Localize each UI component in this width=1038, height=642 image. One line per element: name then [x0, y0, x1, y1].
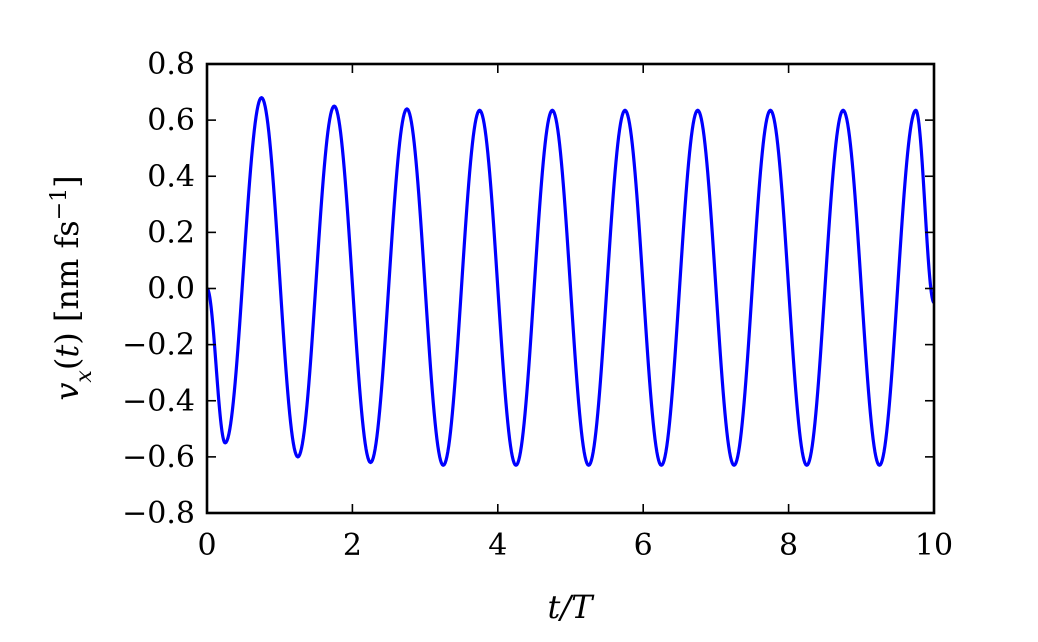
- x-tick-label-5: 10: [915, 528, 953, 563]
- y-tick-label-8: 0.8: [147, 47, 195, 82]
- y-tick-label-2: −0.4: [122, 384, 195, 419]
- series-line-0: [207, 96, 934, 467]
- x-axis-label: t/T: [548, 588, 596, 626]
- y-tick-label-1: −0.6: [122, 440, 195, 475]
- y-axis-label: vx(t) [nm fs−1]: [47, 175, 97, 400]
- y-axis-label-group: vx(t) [nm fs−1]: [47, 175, 97, 400]
- x-tick-label-0: 0: [197, 528, 216, 563]
- y-tick-label-3: −0.2: [122, 328, 195, 363]
- y-tick-label-6: 0.4: [147, 159, 195, 194]
- plot-frame: [205, 62, 936, 515]
- x-tick-label-3: 6: [634, 528, 653, 563]
- x-tick-label-4: 8: [779, 528, 798, 563]
- y-tick-label-4: 0.0: [147, 272, 195, 307]
- y-tick-label-7: 0.6: [147, 103, 195, 138]
- x-tick-label-2: 4: [488, 528, 507, 563]
- x-tick-label-1: 2: [343, 528, 362, 563]
- plot-area: 0 2 4 6 8 10 −0.8 −0.6 −0.4 −0.2 0.0 0.2 0.4 0.6 0.8: [122, 47, 953, 563]
- y-tick-label-5: 0.2: [147, 215, 195, 250]
- y-tick-label-0: −0.8: [122, 496, 195, 531]
